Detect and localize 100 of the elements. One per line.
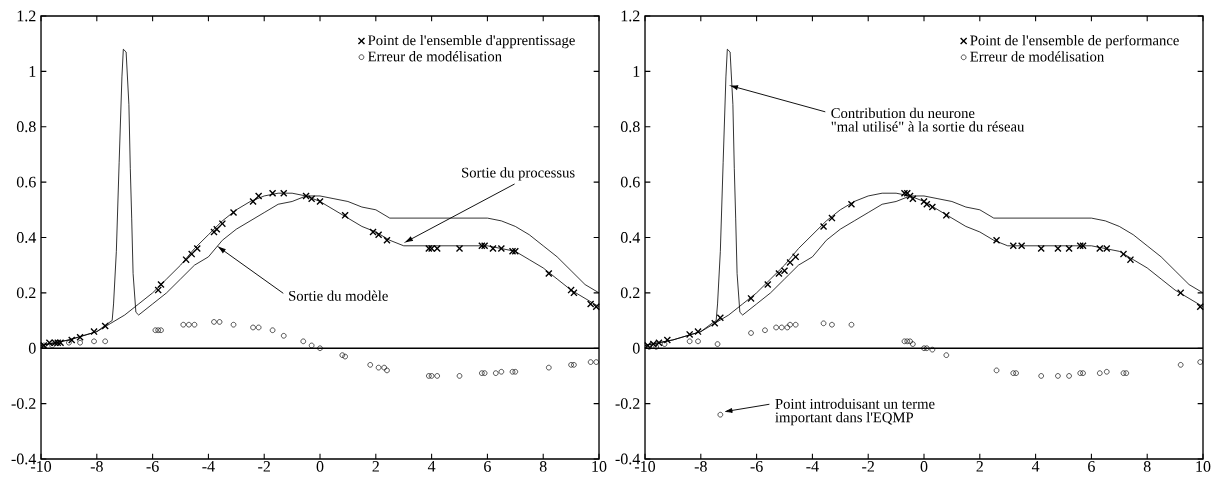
point [1197, 359, 1203, 365]
point [907, 338, 913, 345]
point [993, 367, 1000, 374]
point [308, 195, 316, 203]
point [1013, 370, 1019, 376]
point [186, 321, 192, 328]
point [747, 294, 755, 302]
point [269, 189, 277, 197]
point [66, 339, 72, 346]
point [497, 245, 505, 253]
point [748, 330, 754, 336]
point [781, 267, 789, 275]
point [316, 197, 324, 205]
point [77, 339, 83, 346]
point [1055, 373, 1061, 379]
point [230, 209, 238, 217]
point [901, 338, 908, 345]
y-tick-label: -0.2 [615, 398, 640, 410]
y-tick-label: 0.4 [16, 232, 37, 243]
x-tick-label: 4 [427, 461, 436, 472]
y-tick-label: 0.8 [620, 121, 640, 133]
point [773, 324, 779, 331]
point [426, 373, 432, 379]
point [191, 321, 198, 328]
point [848, 321, 855, 328]
x-tick-label: -2 [258, 461, 270, 472]
y-tick-label: 1 [29, 66, 36, 77]
x-tick-label: -4 [202, 461, 215, 472]
point [784, 324, 791, 331]
point [369, 228, 377, 236]
point [255, 192, 263, 200]
point [481, 370, 488, 376]
legend-label: Point de l'ensemble de performance [970, 34, 1179, 49]
point [787, 321, 793, 328]
point [383, 236, 391, 244]
legend-label: Point de l'ensemble d'apprentissage [368, 34, 575, 49]
point [546, 364, 552, 371]
point [686, 338, 693, 345]
annotation: Sortie du processus [462, 167, 575, 181]
y-tick-label: 0.2 [620, 287, 640, 299]
annotation: Sortie du modèle [289, 290, 388, 301]
point [281, 333, 287, 339]
point [90, 328, 98, 336]
point [102, 338, 108, 345]
point [775, 269, 783, 277]
point [829, 321, 835, 328]
point [655, 339, 663, 347]
point [280, 189, 288, 197]
point [339, 352, 346, 358]
point [230, 321, 237, 328]
point [193, 245, 201, 253]
point [152, 327, 159, 333]
x-tick-label: -8 [90, 461, 103, 472]
point [428, 373, 435, 379]
point [180, 321, 187, 328]
point [49, 342, 55, 349]
point [1065, 245, 1073, 253]
point [300, 338, 307, 345]
point [1080, 370, 1086, 376]
point [993, 236, 1001, 244]
point [716, 314, 724, 322]
point [571, 362, 577, 368]
point [456, 373, 463, 379]
point [1054, 245, 1062, 253]
point [1010, 370, 1017, 376]
point [157, 281, 165, 289]
point [384, 367, 390, 374]
x-tick-label: -6 [750, 461, 763, 472]
point [341, 211, 349, 219]
x-tick-label: 4 [1031, 461, 1040, 472]
y-tick-label: 0.6 [16, 176, 36, 188]
point [342, 353, 348, 360]
point [498, 369, 505, 375]
x-tick-label: 6 [1088, 461, 1095, 472]
x-tick-label: -8 [694, 461, 707, 472]
point [1037, 245, 1045, 253]
point [661, 341, 668, 347]
y-tick-label: 0.4 [620, 232, 641, 243]
point [158, 327, 164, 333]
point [587, 359, 594, 365]
point [255, 324, 262, 331]
point [76, 333, 84, 341]
point [250, 324, 256, 331]
point [211, 319, 217, 325]
point [1177, 289, 1185, 297]
x-tick-label: 0 [920, 461, 928, 472]
point [216, 319, 223, 325]
point [479, 370, 485, 376]
y-tick-label: 1.2 [17, 10, 36, 22]
annotation: Point introduisant un terme [775, 398, 935, 409]
point [317, 345, 323, 351]
point [489, 245, 497, 253]
point [182, 256, 190, 264]
point [456, 245, 464, 253]
y-tick-label: 0.2 [16, 287, 36, 299]
point [1077, 370, 1083, 376]
x-tick-label: 10 [1196, 461, 1211, 472]
point [1096, 245, 1104, 253]
y-tick-label: 1.2 [621, 10, 640, 22]
point [1196, 303, 1204, 311]
